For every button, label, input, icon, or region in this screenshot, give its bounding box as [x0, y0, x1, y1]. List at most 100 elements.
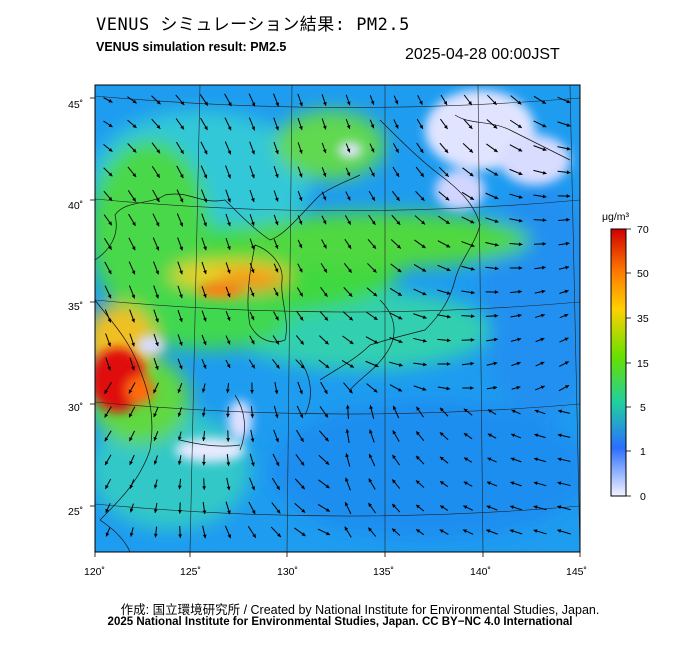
wind-arrow-head	[542, 170, 547, 175]
wind-arrow-head	[348, 316, 353, 321]
wind-arrow-head	[398, 363, 403, 367]
wind-arrow-head	[322, 172, 327, 177]
wind-arrow-head	[204, 126, 208, 131]
wind-arrow-head	[129, 508, 134, 513]
wind-arrow-head	[540, 313, 545, 318]
lon-label: 130˚	[277, 566, 298, 578]
wind-arrow-head	[131, 342, 135, 347]
wind-arrow-head	[395, 172, 400, 177]
wind-arrow-head	[227, 245, 231, 250]
wind-arrow-head	[153, 389, 157, 394]
longitude-labels: 120˚ 125˚ 130˚ 135˚ 140˚ 145˚	[84, 566, 587, 578]
wind-arrow-head	[132, 148, 137, 153]
wind-arrow-head	[439, 407, 444, 412]
wind-arrow-head	[107, 318, 112, 323]
wind-arrow-head	[105, 484, 109, 489]
wind-arrow-head	[108, 245, 112, 250]
wind-arrow-head	[129, 532, 134, 537]
wind-arrow-head	[445, 220, 450, 224]
wind-arrow-head	[252, 533, 256, 538]
wind-arrow-head	[322, 196, 327, 201]
wind-arrow-head	[416, 504, 420, 509]
latitude-labels: 45˚ 40˚ 35˚ 30˚ 25˚	[68, 99, 83, 518]
wind-arrow-head	[274, 390, 279, 394]
wind-arrow-head	[322, 220, 327, 225]
colorbar-label: 35	[637, 313, 649, 325]
wind-arrow-head	[345, 429, 350, 433]
wind-arrow-head	[180, 125, 184, 130]
wind-arrow-head	[557, 529, 562, 533]
wind-arrow-head	[518, 218, 523, 223]
wind-arrow-head	[369, 429, 373, 434]
wind-arrow-head	[370, 124, 375, 129]
wind-arrow-head	[371, 172, 375, 177]
credit-line: 作成: 国立環境研究所 / Created by National Instit…	[120, 603, 600, 617]
wind-arrow-head	[299, 292, 303, 297]
wind-arrow-head	[374, 339, 379, 344]
wind-arrow-head	[470, 337, 475, 342]
wind-arrow-head	[107, 342, 111, 347]
wind-arrow-head	[446, 338, 451, 343]
wind-arrow-head	[274, 244, 279, 249]
wind-arrow-head	[344, 526, 349, 531]
wind-arrow-head	[202, 461, 206, 466]
wind-arrow-head	[422, 362, 427, 367]
wind-arrow-head	[463, 408, 468, 413]
wind-arrow-head	[322, 101, 327, 106]
wind-arrow-head	[153, 460, 158, 465]
wind-arrow-head	[156, 124, 161, 129]
wind-arrow-head	[180, 149, 184, 154]
wind-arrow-head	[494, 195, 499, 200]
wind-arrow-head	[153, 436, 158, 441]
wind-arrow-head	[156, 149, 161, 154]
wind-arrow-head	[324, 413, 329, 418]
wind-arrow-head	[494, 172, 499, 176]
wind-arrow-head	[226, 293, 231, 298]
wind-arrow-head	[227, 126, 232, 131]
wind-arrow-head	[370, 148, 375, 153]
wind-arrow-head	[468, 101, 472, 106]
wind-arrow-head	[226, 269, 231, 274]
wind-arrow-head	[131, 366, 135, 371]
wind-arrow-head	[518, 171, 523, 176]
wind-arrow-head	[251, 364, 255, 369]
wind-arrow-head	[132, 197, 136, 202]
wind-arrow-head	[463, 481, 468, 486]
wind-arrow-head	[225, 389, 230, 393]
wind-arrow-head	[105, 508, 110, 513]
wind-arrow-head	[492, 100, 497, 105]
wind-arrow-head	[444, 172, 449, 177]
wind-arrow-head	[107, 270, 112, 275]
wind-arrow-head	[301, 532, 306, 537]
wind-arrow-head	[276, 485, 280, 490]
wind-arrow-head	[369, 405, 374, 410]
wind-arrow-head	[446, 243, 451, 248]
wind-arrow-head	[251, 486, 255, 491]
wind-arrow-head	[177, 389, 182, 393]
lat-label: 30˚	[68, 402, 83, 414]
wind-arrow-head	[179, 270, 183, 275]
wind-arrow-head	[155, 270, 160, 275]
wind-arrow-head	[227, 510, 231, 515]
wind-arrow-head	[325, 508, 330, 512]
wind-arrow-head	[421, 220, 426, 225]
wind-arrow-head	[204, 101, 208, 106]
lon-label: 135˚	[373, 566, 394, 578]
wind-arrow-head	[566, 123, 571, 127]
wind-arrow-head	[274, 414, 279, 419]
wind-arrow-head	[322, 149, 327, 154]
wind-arrow-head	[346, 124, 351, 129]
wind-arrow-head	[132, 173, 137, 178]
wind-arrow-head	[323, 292, 328, 297]
concentration-field	[95, 85, 580, 552]
wind-arrow-head	[203, 150, 208, 155]
wind-arrow-head	[398, 315, 403, 320]
wind-arrow-head	[298, 196, 303, 201]
wind-arrow-head	[494, 242, 499, 247]
wind-arrow-head	[299, 316, 304, 321]
wind-arrow-head	[201, 388, 206, 393]
wind-arrow-head	[251, 102, 256, 107]
wind-arrow-head	[566, 217, 570, 222]
wind-arrow-head	[131, 246, 136, 251]
wind-arrow-head	[202, 486, 207, 490]
